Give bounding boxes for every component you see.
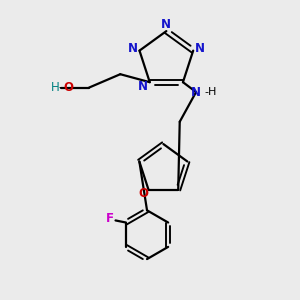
Text: H: H: [51, 81, 59, 94]
Text: F: F: [106, 212, 114, 226]
Text: N: N: [128, 42, 138, 55]
Text: -H: -H: [204, 87, 217, 97]
Text: O: O: [64, 81, 74, 94]
Text: N: N: [195, 42, 205, 55]
Text: N: N: [161, 18, 171, 31]
Text: N: N: [191, 85, 201, 98]
Text: O: O: [138, 187, 148, 200]
Text: -: -: [58, 81, 63, 94]
Text: N: N: [138, 80, 148, 93]
